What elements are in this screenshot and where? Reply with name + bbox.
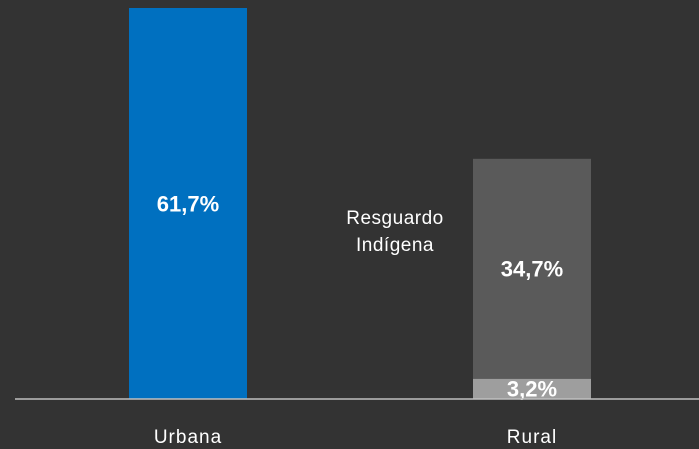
bar-segment: [473, 158, 591, 379]
bar-segment: [473, 378, 591, 399]
value-label: 34,7%: [501, 257, 563, 282]
annotation: Indígena: [356, 235, 434, 256]
bar-segment: [129, 8, 247, 399]
x-tick-label: Rural: [507, 427, 557, 448]
value-label: 61,7%: [157, 191, 219, 216]
annotation: Resguardo: [346, 208, 443, 229]
value-label: 3,2%: [507, 377, 557, 402]
x-tick-label: Urbana: [154, 427, 222, 448]
